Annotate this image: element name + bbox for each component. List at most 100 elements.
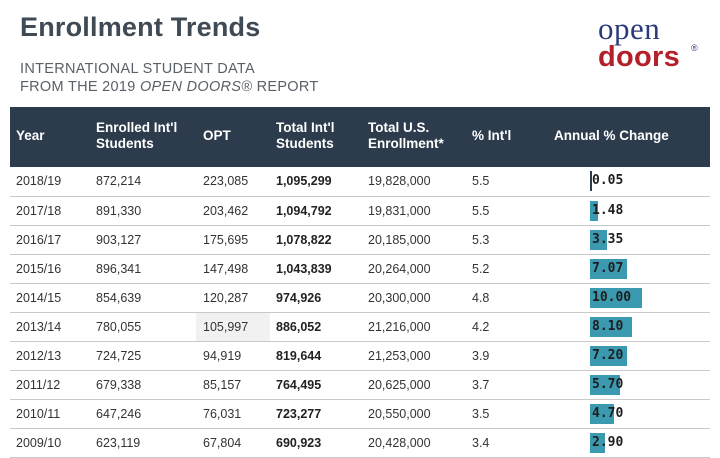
cell-pct-intl: 5.2 [472, 262, 490, 276]
annual-change-label: 8.10 [592, 319, 624, 334]
table-row: 2016/17 903,127 175,695 1,078,822 20,185,000… [10, 226, 710, 255]
cell-total-intl: 690,923 [276, 436, 322, 450]
col-header-enrolled: Enrolled Int'l Students [96, 120, 178, 151]
annual-change-bar [590, 346, 627, 366]
cell-enrolled: 872,214 [96, 174, 142, 188]
enrollment-table: Year Enrolled Int'l Students OPT Total I… [10, 107, 710, 458]
annual-change-label: 4.70 [592, 406, 624, 421]
cell-opt: 85,157 [203, 378, 242, 392]
cell-enrolled: 724,725 [96, 349, 142, 363]
table-row: 2014/15 854,639 120,287 974,926 20,300,000 4.… [10, 284, 710, 313]
cell-year: 2015/16 [16, 262, 62, 276]
table-row: 2015/16 896,341 147,498 1,043,839 20,264,000… [10, 255, 710, 284]
table-row: 2011/12 679,338 85,157 764,495 20,625,000 3.7… [10, 371, 710, 400]
table-row: 2018/19 872,214 223,085 1,095,299 19,828,000… [10, 167, 710, 197]
table-body: 2018/19 872,214 223,085 1,095,299 19,828,000… [10, 167, 710, 458]
logo-line-open: open [598, 11, 661, 46]
report-page: Enrollment Trends INTERNATIONAL STUDENT … [10, 11, 710, 458]
cell-enrolled: 679,338 [96, 378, 142, 392]
annual-change-label: 0.05 [592, 173, 624, 188]
cell-pct-intl: 4.2 [472, 320, 490, 334]
annual-change-label: 5.70 [592, 377, 624, 392]
col-header-annual-change: Annual % Change [554, 128, 669, 143]
col-header-pct-intl: % Int'l [472, 128, 512, 143]
annual-change-bar [590, 230, 607, 250]
cell-pct-intl: 3.5 [472, 407, 490, 421]
col-header-total-intl: Total Int'l Students [276, 120, 335, 151]
cell-total-intl: 1,043,839 [276, 262, 332, 276]
annual-change-label: 2.90 [592, 435, 624, 450]
logo-line-doors: doors [598, 41, 681, 73]
cell-pct-intl: 3.4 [472, 436, 490, 450]
cell-total-intl: 723,277 [276, 407, 322, 421]
cell-total-us: 20,300,000 [368, 291, 431, 305]
subtitle-line-2: FROM THE 2019 OPEN DOORS® REPORT [20, 78, 319, 96]
cell-total-us: 21,216,000 [368, 320, 431, 334]
col-header-year: Year [16, 128, 45, 143]
cell-opt: 105,997 [196, 313, 270, 341]
cell-year: 2016/17 [16, 233, 62, 247]
cell-total-us: 21,253,000 [368, 349, 431, 363]
col-header-opt: OPT [203, 128, 231, 143]
annual-change-bar [590, 317, 632, 337]
cell-year: 2018/19 [16, 174, 62, 188]
cell-pct-intl: 3.9 [472, 349, 490, 363]
cell-enrolled: 647,246 [96, 407, 142, 421]
cell-total-intl: 1,078,822 [276, 233, 332, 247]
cell-year: 2009/10 [16, 436, 62, 450]
table-row: 2017/18 891,330 203,462 1,094,792 19,831,000… [10, 197, 710, 226]
cell-opt: 67,804 [203, 436, 242, 450]
cell-total-intl: 886,052 [276, 320, 322, 334]
table-row: 2009/10 623,119 67,804 690,923 20,428,000 3.4… [10, 429, 710, 458]
table-row: 2013/14 780,055 105,997 886,052 21,216,000 4.… [10, 313, 710, 342]
table-row: 2012/13 724,725 94,919 819,644 21,253,000 3.9… [10, 342, 710, 371]
cell-total-us: 20,550,000 [368, 407, 431, 421]
col-header-total-us: Total U.S. Enrollment* [368, 120, 444, 151]
annual-change-bar [590, 171, 592, 191]
cell-pct-intl: 3.7 [472, 378, 490, 392]
annual-change-bar [590, 404, 614, 424]
cell-enrolled: 896,341 [96, 262, 142, 276]
annual-change-label: 7.07 [592, 261, 624, 276]
cell-opt: 76,031 [203, 407, 242, 421]
cell-pct-intl: 5.5 [472, 174, 490, 188]
cell-opt: 175,695 [203, 233, 249, 247]
subtitle-suffix: REPORT [252, 79, 319, 95]
cell-total-intl: 819,644 [276, 349, 322, 363]
cell-total-us: 20,625,000 [368, 378, 431, 392]
cell-enrolled: 623,119 [96, 436, 141, 450]
annual-change-label: 7.20 [592, 348, 624, 363]
cell-total-intl: 1,094,792 [276, 204, 332, 218]
logo-registered-mark: ® [691, 43, 698, 53]
cell-opt: 203,462 [203, 204, 249, 218]
cell-year: 2014/15 [16, 291, 62, 305]
cell-total-intl: 974,926 [276, 291, 322, 305]
cell-year: 2010/11 [16, 407, 61, 421]
cell-total-us: 19,831,000 [368, 204, 431, 218]
subtitle-prefix: FROM THE 2019 [20, 79, 140, 95]
table-header: Year Enrolled Int'l Students OPT Total I… [10, 107, 710, 167]
table-row: 2010/11 647,246 76,031 723,277 20,550,000 3.5… [10, 400, 710, 429]
cell-opt: 94,919 [203, 349, 242, 363]
annual-change-label: 3.35 [592, 232, 624, 247]
cell-enrolled: 903,127 [96, 233, 142, 247]
cell-opt: 223,085 [203, 174, 249, 188]
cell-total-us: 20,428,000 [368, 436, 431, 450]
cell-enrolled: 780,055 [96, 320, 142, 334]
annual-change-bar [590, 288, 642, 308]
cell-pct-intl: 5.3 [472, 233, 490, 247]
cell-total-us: 19,828,000 [368, 174, 431, 188]
cell-year: 2011/12 [16, 378, 61, 392]
subtitle-line-1: INTERNATIONAL STUDENT DATA [20, 61, 255, 77]
cell-total-us: 20,185,000 [368, 233, 431, 247]
cell-enrolled: 854,639 [96, 291, 142, 305]
cell-year: 2013/14 [16, 320, 62, 334]
subtitle: INTERNATIONAL STUDENT DATA FROM THE 2019… [20, 60, 319, 96]
cell-pct-intl: 5.5 [472, 204, 490, 218]
cell-pct-intl: 4.8 [472, 291, 490, 305]
cell-total-intl: 764,495 [276, 378, 322, 392]
annual-change-bar [590, 375, 620, 395]
cell-opt: 147,498 [203, 262, 249, 276]
subtitle-report-name: OPEN DOORS® [139, 79, 253, 95]
cell-year: 2012/13 [16, 349, 62, 363]
